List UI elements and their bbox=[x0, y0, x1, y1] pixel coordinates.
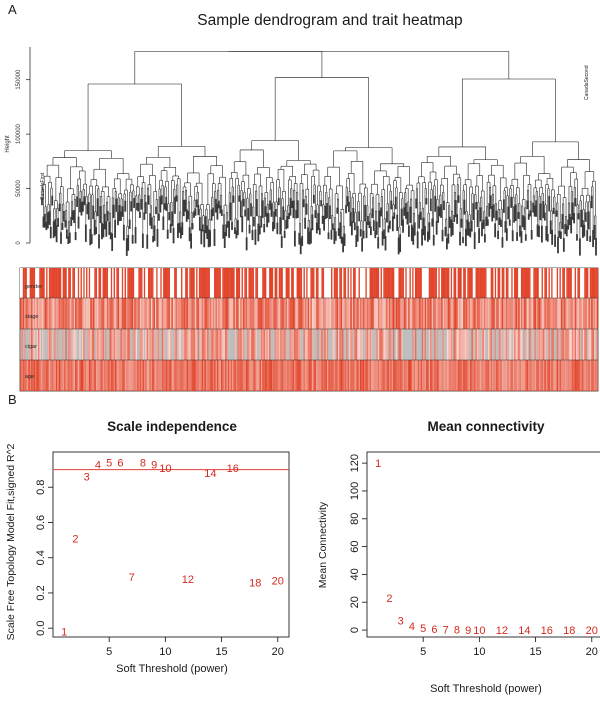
dendrogram-ytick-1: 50000 bbox=[16, 180, 22, 197]
panel-label-a: A bbox=[8, 2, 17, 17]
mc-point-18: 18 bbox=[563, 625, 575, 637]
leaf-label-left: CanadaFirst bbox=[40, 172, 46, 200]
mc-xtick-3: 20 bbox=[586, 646, 598, 658]
mc-point-14: 14 bbox=[518, 625, 530, 637]
leaf-label-right: CanadaSecond bbox=[584, 65, 590, 100]
si-point-16: 16 bbox=[227, 463, 239, 475]
mc-ytick-5: 100 bbox=[349, 482, 361, 500]
mc-point-9: 9 bbox=[465, 625, 471, 637]
si-point-1: 1 bbox=[61, 627, 67, 639]
mc-point-5: 5 bbox=[420, 623, 426, 635]
si-point-10: 10 bbox=[159, 463, 171, 475]
dendrogram-ylabel: Height bbox=[5, 135, 11, 153]
mc-ytick-0: 0 bbox=[349, 627, 361, 633]
trait-label-stage: stage bbox=[25, 314, 38, 320]
mc-xtick-2: 15 bbox=[529, 646, 541, 658]
si-ytick-4: 0.8 bbox=[35, 480, 47, 495]
mc-point-4: 4 bbox=[409, 621, 415, 633]
si-ytick-2: 0.4 bbox=[35, 550, 47, 565]
mc-xtick-1: 10 bbox=[473, 646, 485, 658]
mc-point-6: 6 bbox=[431, 624, 437, 636]
mc-point-10: 10 bbox=[473, 625, 485, 637]
si-ytick-3: 0.6 bbox=[35, 515, 47, 530]
si-point-7: 7 bbox=[129, 572, 135, 584]
si-point-6: 6 bbox=[117, 458, 123, 470]
si-point-20: 20 bbox=[272, 576, 284, 588]
mc-point-1: 1 bbox=[375, 458, 381, 470]
mc-point-8: 8 bbox=[454, 625, 460, 637]
trait-label-age: age bbox=[25, 374, 34, 380]
scale-independence-xlabel: Soft Threshold (power) bbox=[116, 663, 228, 675]
dendrogram-y-axis: 0 50000 100000 150000 Height bbox=[5, 47, 31, 245]
mc-point-7: 7 bbox=[443, 624, 449, 636]
si-point-5: 5 bbox=[106, 458, 112, 470]
mean-connectivity-ylabel: Mean Connectivity bbox=[317, 501, 329, 588]
mc-ytick-6: 120 bbox=[349, 454, 361, 472]
mc-point-12: 12 bbox=[496, 625, 508, 637]
dendrogram-ytick-0: 0 bbox=[16, 241, 22, 245]
mc-ytick-4: 80 bbox=[349, 513, 361, 525]
si-point-12: 12 bbox=[182, 574, 194, 586]
scale-independence-title: Scale independence bbox=[107, 419, 237, 434]
dendrogram-ytick-2: 100000 bbox=[16, 123, 22, 144]
mc-point-3: 3 bbox=[398, 615, 404, 627]
scale-independence-ylabel: Scale Free Topology Model Fit,signed R^2 bbox=[5, 443, 17, 640]
mean-connectivity-xlabel: Soft Threshold (power) bbox=[430, 683, 542, 695]
dendrogram-ytick-3: 150000 bbox=[16, 69, 22, 90]
mean-connectivity-title: Mean connectivity bbox=[427, 419, 545, 434]
trait-heatmap: gender stage cigar age bbox=[19, 267, 599, 392]
si-xtick-2: 15 bbox=[215, 646, 227, 658]
trait-label-cigar: cigar bbox=[25, 344, 37, 350]
si-point-14: 14 bbox=[204, 468, 216, 480]
mc-point-16: 16 bbox=[541, 625, 553, 637]
mean-connectivity-plot-box bbox=[366, 451, 600, 638]
mc-xtick-0: 5 bbox=[420, 646, 426, 658]
si-point-18: 18 bbox=[249, 577, 261, 589]
mc-ytick-3: 60 bbox=[349, 540, 361, 552]
si-ytick-1: 0.2 bbox=[35, 585, 47, 600]
si-point-8: 8 bbox=[140, 458, 146, 470]
si-point-3: 3 bbox=[84, 472, 90, 484]
dendrogram-leaf-labels bbox=[41, 194, 597, 256]
mc-ytick-2: 40 bbox=[349, 568, 361, 580]
dendrogram-title: Sample dendrogram and trait heatmap bbox=[197, 12, 462, 29]
panel-label-b: B bbox=[8, 392, 17, 407]
scale-independence-plot-box bbox=[52, 451, 290, 638]
si-xtick-1: 10 bbox=[159, 646, 171, 658]
si-xtick-0: 5 bbox=[106, 646, 112, 658]
mc-ytick-1: 20 bbox=[349, 596, 361, 608]
si-point-4: 4 bbox=[95, 459, 101, 471]
si-ytick-0: 0.0 bbox=[35, 621, 47, 636]
mc-point-20: 20 bbox=[586, 625, 598, 637]
si-point-9: 9 bbox=[151, 459, 157, 471]
trait-label-gender: gender bbox=[25, 284, 42, 290]
si-xtick-3: 20 bbox=[272, 646, 284, 658]
si-point-2: 2 bbox=[72, 533, 78, 545]
mc-point-2: 2 bbox=[386, 593, 392, 605]
dendrogram-tree bbox=[41, 51, 597, 239]
